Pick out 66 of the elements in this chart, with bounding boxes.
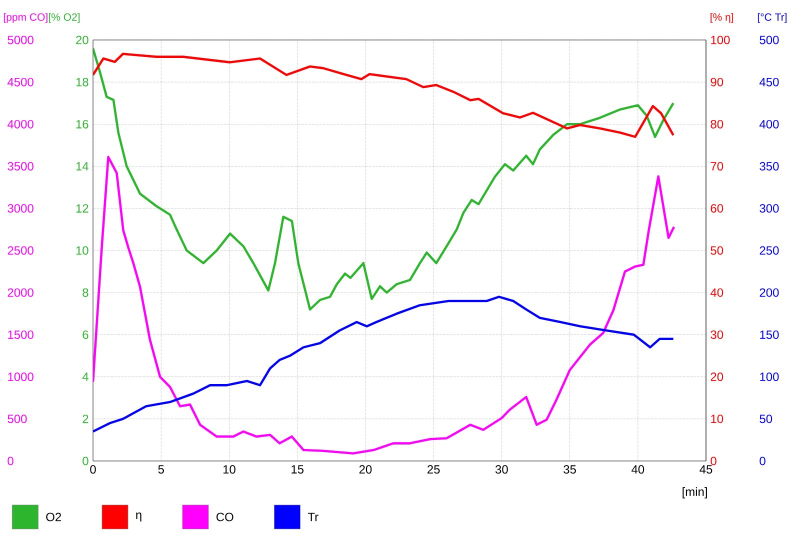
x-tick-label: 30 [495,465,508,474]
y-tick-label: 12 [76,204,88,213]
y2-axis-title: [% η] [710,13,734,23]
y-tick-label: 3500 [8,162,34,171]
x-tick-label: 45 [700,465,712,474]
y2-tick-label: 200 [760,288,779,297]
y2-tick-label: 50 [710,246,724,255]
y2-tick-label: 300 [760,204,779,213]
x-tick-label: 40 [632,465,644,474]
y2-tick-label: 450 [759,78,779,86]
y-tick-label: 2500 [8,246,34,255]
legend-label: Tr [308,512,318,522]
line-series [93,52,674,138]
y-tick-label: 16 [76,120,88,128]
y-tick-label: 14 [76,162,88,170]
y-axis-title: [ppm CO] [4,13,48,23]
y-tick-label: 4500 [7,78,34,86]
y2-tick-label: 60 [710,204,724,213]
y-tick-label: 500 [8,414,27,424]
y-tick-label: 8 [82,288,88,297]
x-tick-label: 5 [158,465,164,474]
legend-label: O2 [46,512,62,522]
y2-tick-label: 500 [760,36,779,44]
y2-tick-label: 0 [710,456,716,466]
x-axis-title: [min] [682,487,707,498]
y2-axis-title: [°C Tr] [758,13,787,23]
y-tick-label: 6 [82,330,88,339]
y2-tick-label: 80 [710,120,724,128]
x-tick-label: 10 [223,465,236,474]
y2-tick-label: 10 [711,414,724,424]
y-tick-label: 4 [82,372,88,381]
y-tick-label: 10 [76,246,88,255]
y-tick-label: 0 [8,456,14,466]
y-tick-label: 3000 [8,204,34,213]
y2-tick-label: 400 [759,120,779,128]
y-tick-label: 2 [82,414,88,424]
y2-tick-label: 30 [710,330,724,339]
x-tick-label: 15 [292,465,304,474]
y2-tick-label: 90 [710,78,724,86]
y-tick-label: 0 [82,456,88,466]
y2-tick-label: 0 [760,456,766,466]
y2-tick-label: 100 [760,372,779,382]
y-tick-label: 5000 [8,36,34,44]
x-tick-label: 20 [359,465,372,474]
y-tick-label: 1500 [8,330,34,339]
x-tick-label: 25 [428,465,440,474]
y2-tick-label: 70 [710,162,724,171]
x-tick-label: 35 [564,465,576,474]
y2-tick-label: 40 [710,288,724,297]
y2-tick-label: 50 [760,414,772,424]
y-axis-title: [% O2] [48,13,80,23]
y-tick-label: 4000 [7,120,34,128]
y2-tick-label: 250 [760,246,779,255]
y-tick-label: 20 [76,36,88,44]
x-tick-label: 0 [90,465,96,474]
y2-tick-label: 150 [760,330,779,339]
y2-tick-label: 100 [711,36,730,44]
legend-label: η [136,512,142,522]
y2-tick-label: 20 [710,372,724,382]
line-series [93,47,674,311]
y-tick-label: 18 [76,78,88,86]
line-series [93,156,676,455]
y2-tick-label: 350 [760,162,779,171]
legend-label: CO [216,512,234,522]
y-tick-label: 1000 [8,372,34,382]
y-tick-label: 2000 [8,288,34,297]
